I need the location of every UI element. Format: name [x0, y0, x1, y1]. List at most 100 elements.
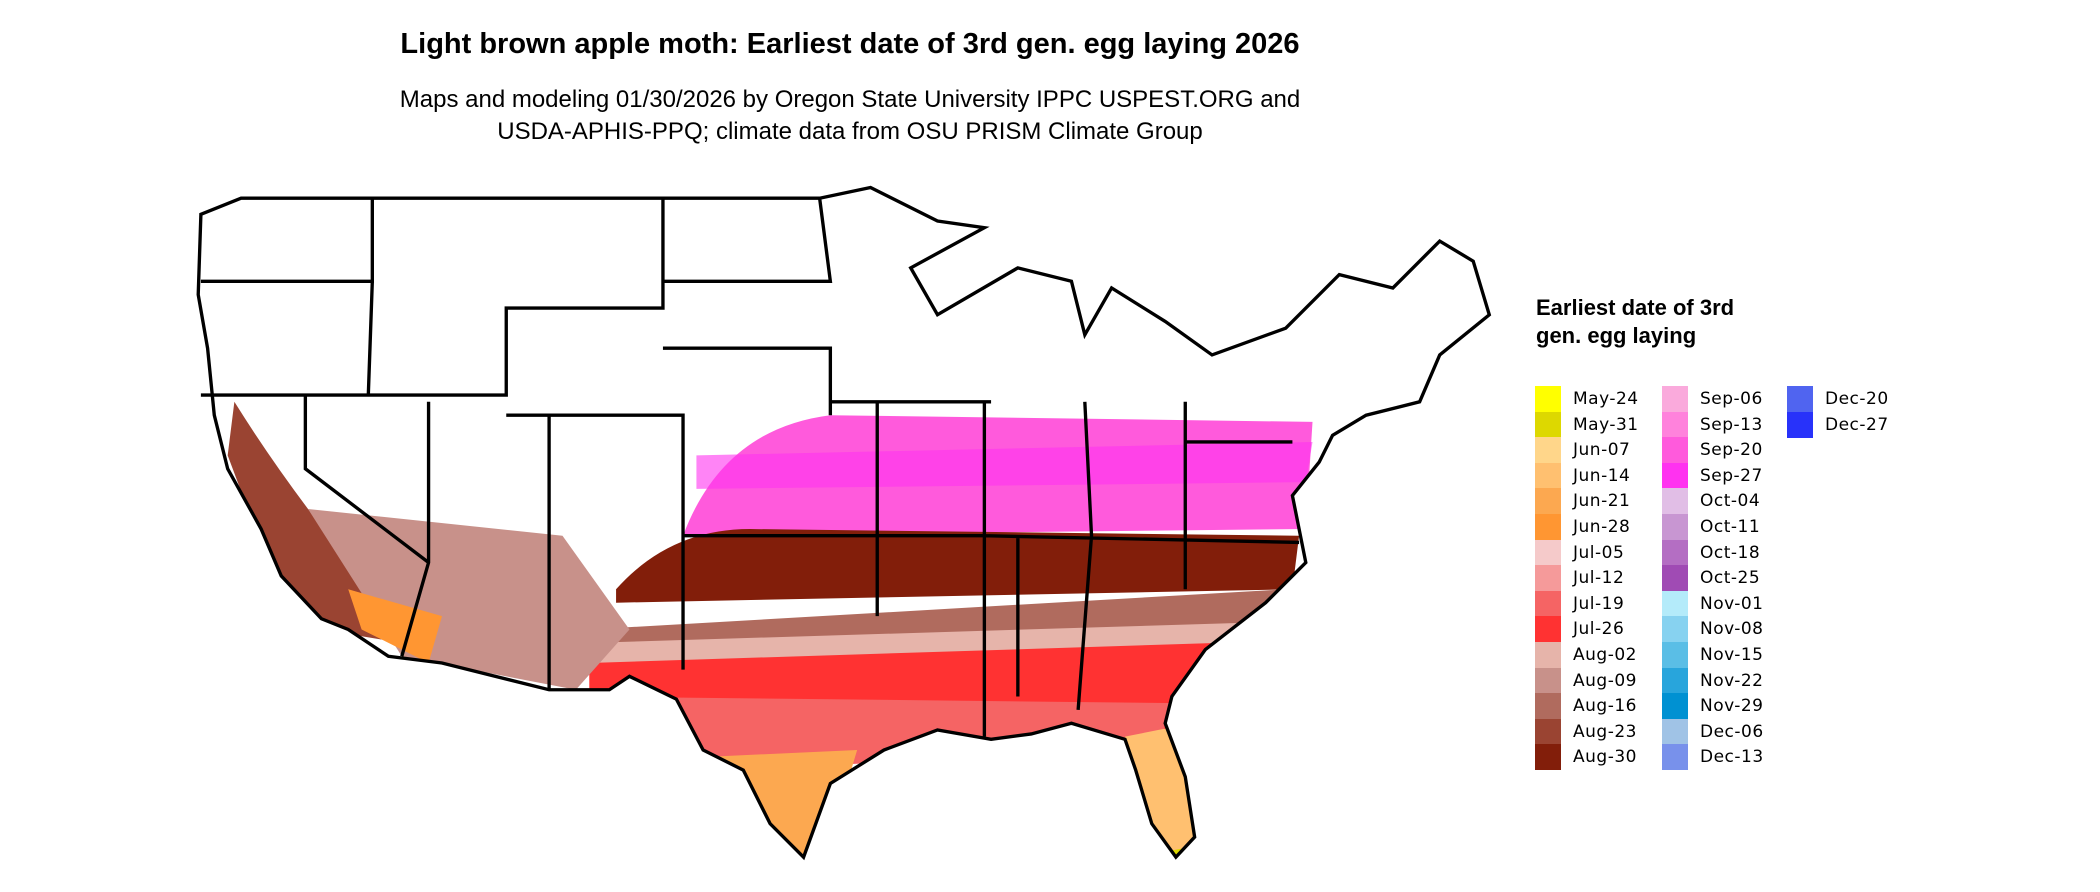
- zone-jul12: [575, 696, 1179, 777]
- legend-item: Oct-11: [1662, 514, 1760, 540]
- legend-swatch: [1535, 565, 1561, 592]
- legend-item: Sep-13: [1662, 411, 1763, 438]
- legend-label: Jul-05: [1573, 542, 1625, 563]
- legend-label: Jul-26: [1573, 619, 1625, 640]
- legend-swatch: [1662, 565, 1688, 592]
- legend-item: Aug-30: [1535, 744, 1637, 771]
- zone-jun21-tx: [709, 750, 858, 858]
- legend-label: May-24: [1573, 389, 1639, 409]
- legend-item: Jun-21: [1535, 488, 1630, 515]
- legend-swatch: [1662, 667, 1688, 694]
- legend-item: Jul-26: [1535, 616, 1625, 643]
- legend-label: Jul-19: [1573, 593, 1625, 614]
- legend-item: Jun-14: [1535, 462, 1631, 489]
- legend-label: May-31: [1573, 414, 1639, 435]
- legend-label: Dec-06: [1700, 721, 1764, 742]
- legend-item: Nov-01: [1662, 590, 1764, 617]
- zone-aug30: [616, 529, 1300, 603]
- legend-label: Sep-06: [1700, 389, 1763, 409]
- legend-swatch: [1535, 386, 1561, 412]
- zone-sep-light: [696, 441, 1313, 489]
- legend-swatch: [1535, 539, 1561, 566]
- legend-label: Jun-07: [1573, 440, 1631, 461]
- legend-label: Oct-18: [1700, 542, 1761, 563]
- legend-label: Aug-02: [1573, 645, 1637, 665]
- legend-item: Jul-19: [1535, 590, 1625, 617]
- zone-az-orange: [348, 589, 442, 663]
- legend-label: Nov-01: [1700, 593, 1764, 614]
- map-subtitle-line-2: USDA-APHIS-PPQ; climate data from OSU PR…: [497, 118, 1203, 145]
- legend-swatch: [1535, 411, 1561, 438]
- legend-swatch: [1535, 616, 1561, 643]
- legend-swatch: [1535, 667, 1561, 694]
- legend-label: Sep-20: [1700, 440, 1763, 461]
- legend-swatch: [1662, 744, 1688, 771]
- legend-label: Dec-20: [1825, 389, 1889, 409]
- legend-item: Aug-23: [1535, 718, 1637, 745]
- legend-title: Earliest date of 3rd gen. egg laying: [1536, 295, 1735, 348]
- legend-item: Jun-28: [1535, 514, 1630, 540]
- legend-label: Oct-04: [1700, 491, 1761, 512]
- legend-item: Dec-06: [1662, 718, 1764, 745]
- legend-item: Aug-02: [1535, 642, 1637, 668]
- legend-swatch: [1535, 488, 1561, 515]
- legend-label: Nov-22: [1700, 670, 1764, 691]
- legend-item: Nov-08: [1662, 616, 1764, 643]
- legend-swatch: [1662, 488, 1688, 515]
- legend-label: Nov-08: [1700, 619, 1764, 640]
- legend-swatch: [1535, 514, 1561, 540]
- legend-label: Oct-25: [1700, 568, 1761, 589]
- legend-swatch: [1787, 411, 1813, 438]
- legend-label: Dec-27: [1825, 414, 1889, 435]
- legend-swatch: [1535, 462, 1561, 489]
- legend-swatch: [1662, 693, 1688, 720]
- legend-item: Aug-16: [1535, 693, 1637, 720]
- legend-swatch: [1662, 386, 1688, 412]
- map-title: Light brown apple moth: Earliest date of…: [400, 28, 1300, 60]
- legend-item: Dec-13: [1662, 744, 1764, 771]
- legend-item: Oct-18: [1662, 539, 1761, 566]
- legend-item: Oct-25: [1662, 565, 1761, 592]
- legend-swatch: [1535, 590, 1561, 617]
- legend-swatch: [1535, 744, 1561, 771]
- legend-item: May-31: [1535, 411, 1639, 438]
- legend-label: Aug-23: [1573, 721, 1637, 742]
- legend-item: Jul-12: [1535, 565, 1625, 592]
- legend-item: Jun-07: [1535, 437, 1631, 464]
- legend-label: Nov-15: [1700, 645, 1764, 665]
- legend-item: Sep-27: [1662, 462, 1763, 489]
- legend-label: Oct-11: [1700, 517, 1761, 537]
- legend-label: Jun-28: [1573, 517, 1631, 537]
- legend-label: Jul-12: [1573, 568, 1625, 589]
- legend-item: Jul-05: [1535, 539, 1625, 566]
- legend-label: Aug-16: [1573, 696, 1637, 717]
- map-subtitle-line-1: Maps and modeling 01/30/2026 by Oregon S…: [399, 86, 1301, 113]
- legend-swatch: [1662, 616, 1688, 643]
- legend-swatch: [1662, 718, 1688, 745]
- legend-item: Aug-09: [1535, 667, 1637, 694]
- legend-swatch: [1662, 437, 1688, 464]
- legend-swatch: [1662, 642, 1688, 668]
- legend-label: Aug-09: [1573, 670, 1637, 691]
- legend-item: Dec-27: [1787, 411, 1889, 438]
- legend-swatch: [1535, 718, 1561, 745]
- legend-swatch: [1535, 642, 1561, 668]
- legend-item: Dec-20: [1787, 386, 1889, 412]
- legend-item: May-24: [1535, 386, 1639, 412]
- legend-swatch: [1662, 539, 1688, 566]
- legend-swatch: [1535, 437, 1561, 464]
- state-borders: [196, 185, 1491, 859]
- legend-swatch: [1662, 590, 1688, 617]
- legend-swatch: [1662, 411, 1688, 438]
- legend-item: Oct-04: [1662, 488, 1761, 515]
- legend-item: Nov-15: [1662, 642, 1764, 668]
- legend-item: Nov-29: [1662, 693, 1764, 720]
- legend-swatch: [1662, 514, 1688, 540]
- legend-label: Aug-30: [1573, 747, 1637, 768]
- legend-swatch: [1662, 462, 1688, 489]
- legend-label: Dec-13: [1700, 747, 1764, 768]
- legend-item: Sep-06: [1662, 386, 1763, 412]
- legend-label: Jun-14: [1573, 465, 1631, 486]
